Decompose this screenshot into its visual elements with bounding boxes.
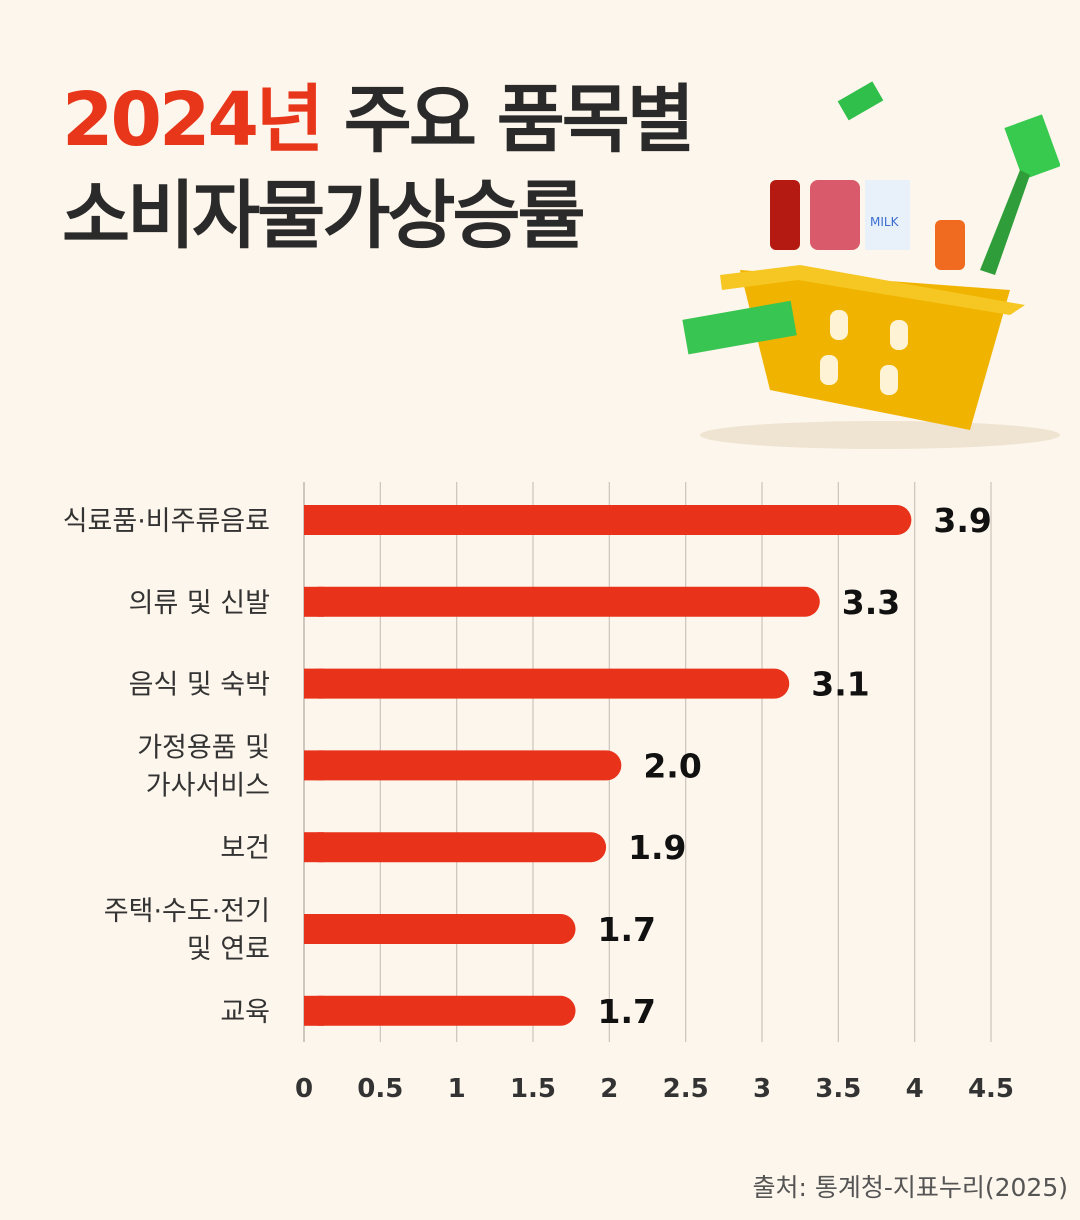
- bar-base: [304, 832, 324, 863]
- title-line2: 소비자물가상승률: [62, 173, 586, 259]
- title-year: 2024년: [62, 77, 324, 163]
- x-tick-label: 3: [753, 1074, 771, 1104]
- x-tick-label: 1: [448, 1074, 466, 1104]
- category-label: 및 연료: [187, 934, 270, 965]
- bar: [304, 832, 607, 863]
- category-label: 식료품·비주류음료: [63, 506, 270, 537]
- bar-base: [304, 995, 324, 1026]
- bar: [304, 668, 790, 699]
- value-label: 3.1: [811, 665, 869, 704]
- category-label: 교육: [220, 997, 270, 1028]
- category-label: 음식 및 숙박: [129, 670, 270, 701]
- bar-base: [304, 914, 324, 944]
- value-label: 2.0: [643, 746, 701, 785]
- value-label: 1.9: [628, 828, 686, 867]
- bar-base: [304, 505, 324, 535]
- value-label: 1.7: [598, 992, 656, 1031]
- category-label: 가사서비스: [146, 770, 270, 801]
- x-tick-label: 2.5: [663, 1074, 709, 1104]
- value-label: 3.3: [842, 583, 900, 622]
- source-note: 출처: 통계청-지표누리(2025): [752, 1173, 1068, 1202]
- category-label: 의류 및 신발: [129, 588, 270, 619]
- category-label: 가정용품 및: [137, 732, 270, 763]
- chart-title: 2024년 주요 품목별 소비자물가상승률: [62, 72, 695, 264]
- x-tick-label: 0: [295, 1074, 313, 1104]
- title-line1: 주요 품목별: [321, 77, 695, 163]
- milk-label: MILK: [870, 215, 900, 229]
- bar-base: [304, 668, 324, 699]
- shopping-basket-illustration: MILK: [682, 81, 1060, 449]
- bar: [304, 750, 622, 781]
- value-label: 3.9: [933, 501, 991, 540]
- x-tick-label: 4.5: [968, 1074, 1014, 1104]
- bar-base: [304, 750, 324, 781]
- x-tick-label: 2: [600, 1074, 618, 1104]
- bar: [304, 505, 912, 535]
- bar: [304, 586, 820, 617]
- bar: [304, 914, 576, 944]
- value-label: 1.7: [598, 910, 656, 949]
- x-tick-label: 3.5: [815, 1074, 861, 1104]
- bar-base: [304, 586, 324, 617]
- bar: [304, 995, 576, 1026]
- x-tick-label: 4: [906, 1074, 924, 1104]
- x-tick-label: 0.5: [357, 1074, 403, 1104]
- category-label: 보건: [220, 833, 270, 864]
- category-label: 주택·수도·전기: [104, 896, 270, 927]
- x-tick-label: 1.5: [510, 1074, 556, 1104]
